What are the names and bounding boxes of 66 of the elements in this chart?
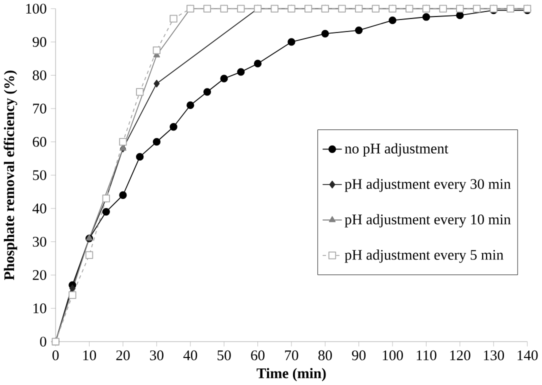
point: [270, 4, 278, 13]
x-tick-label: 100: [382, 350, 403, 360]
point: [136, 153, 144, 161]
point: [372, 4, 380, 13]
x-tick-label: 30: [150, 350, 164, 360]
y-tick-label: 60: [32, 136, 46, 147]
point: [237, 68, 245, 76]
point: [338, 4, 346, 13]
point: [186, 101, 194, 110]
point: [203, 4, 212, 13]
point: [154, 80, 160, 88]
x-tick-label: 60: [251, 350, 265, 360]
point: [254, 60, 262, 68]
x-tick-label: 10: [83, 350, 96, 360]
x-tick-label: 20: [116, 350, 130, 360]
x-tick-label: 140: [518, 350, 538, 360]
point: [119, 138, 127, 146]
legend-label: no pH adjustment: [344, 143, 448, 156]
point: [439, 4, 447, 13]
point: [472, 4, 481, 13]
y-tick-label: 100: [26, 4, 46, 14]
x-tick-label: 0: [52, 350, 59, 360]
point: [152, 138, 160, 146]
y-axis-title: Phosphate removal efficiency (%): [4, 70, 18, 280]
y-tick-label: 30: [32, 236, 46, 247]
point: [456, 12, 464, 20]
point: [506, 4, 514, 13]
point: [304, 4, 312, 13]
legend-label: pH adjustment every 30 min: [344, 178, 511, 192]
point: [119, 191, 127, 199]
x-tick-label: 80: [318, 350, 332, 360]
x-tick-label: 120: [450, 350, 470, 360]
y-tick-label: 40: [32, 204, 46, 214]
point: [220, 74, 228, 82]
point: [203, 88, 212, 96]
legend-label: pH adjustment every 10 min: [344, 214, 511, 228]
point: [69, 284, 76, 292]
y-tick-label: 10: [33, 303, 46, 314]
y-tick-label: 0: [40, 336, 46, 347]
x-tick-label: 110: [416, 350, 436, 360]
point: [85, 251, 94, 259]
point: [388, 16, 396, 24]
x-tick-label: 90: [352, 350, 366, 360]
point: [136, 88, 144, 96]
point: [170, 123, 178, 131]
x-tick-label: 130: [484, 350, 504, 360]
point: [170, 14, 178, 22]
x-tick-label: 70: [285, 350, 298, 360]
point: [321, 30, 329, 38]
point: [152, 46, 160, 54]
legend-label: pH adjustment every 5 min: [344, 250, 504, 263]
y-tick-label: 80: [32, 70, 46, 80]
y-tick-label: 90: [32, 37, 46, 47]
x-axis-title: Time (min): [256, 368, 326, 382]
point: [102, 208, 110, 216]
y-tick-label: 70: [33, 104, 46, 114]
point: [355, 26, 363, 34]
x-tick-label: 50: [218, 350, 231, 360]
x-tick-label: 40: [183, 350, 198, 360]
point: [68, 291, 76, 299]
point: [422, 13, 430, 21]
y-tick-label: 50: [33, 170, 46, 180]
point: [406, 4, 414, 13]
point: [237, 4, 245, 13]
y-tick-label: 20: [32, 270, 46, 280]
point: [288, 38, 296, 46]
